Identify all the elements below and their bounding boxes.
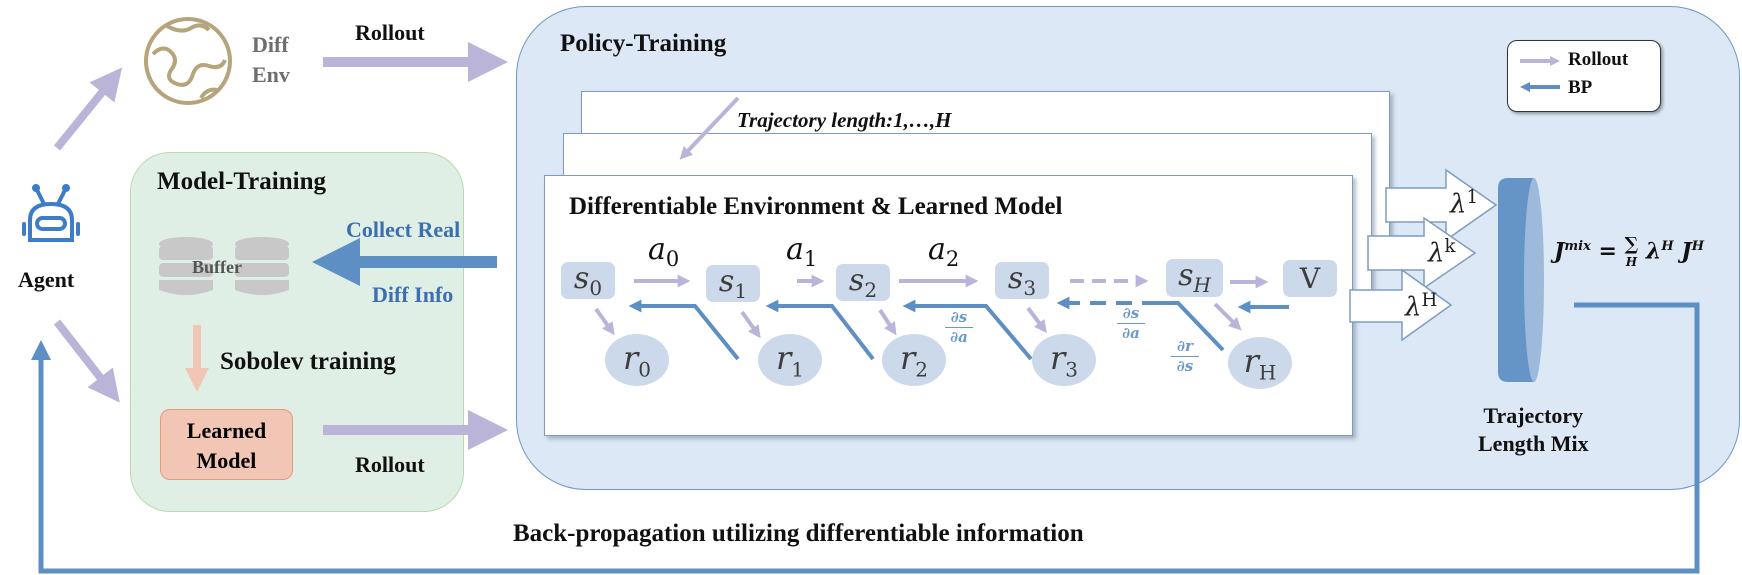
legend-arrows-icon [1520,56,1560,92]
lambda-H: λH [1405,290,1438,323]
bottom-backprop-label: Back-propagation utilizing differentiabl… [513,520,1084,547]
reward-node-rH: rH [1228,337,1292,389]
legend-bp-label: BP [1568,77,1593,98]
mix-formula: Jmix = ∑ H λH JH [1554,234,1705,270]
collect-real-label: Collect Real [346,217,461,242]
action-a2: a2 [928,232,960,271]
action-a1: a1 [786,232,818,271]
reward-node-r1: r1 [758,334,822,386]
sobolev-label: Sobolev training [220,348,396,375]
value-node: V [1283,260,1337,297]
model-rollout-label: Rollout [355,452,425,477]
state-node-s2: s2 [836,264,890,302]
robot-icon [22,184,80,242]
reward-node-r3: r3 [1032,334,1096,386]
gradient-ds-da-1: ∂s ∂a [945,309,973,346]
mix-label: Trajectory Length Mix [1478,403,1589,456]
action-a0: a0 [648,232,680,271]
database-icon [159,237,289,295]
state-node-s3: s3 [995,262,1049,300]
global-backprop-loop [31,302,1700,574]
lambda-arrows [1349,168,1498,342]
lambda-1: λ1 [1450,187,1479,220]
state-node-sH: sH [1166,259,1223,297]
env-rollout-label: Rollout [355,20,425,45]
trajectory-length-label: Trajectory length:1,…,H [737,108,952,132]
buffer-label: Buffer [192,257,242,277]
state-node-s0: s0 [561,262,615,300]
policy-training-title: Policy-Training [560,30,727,57]
state-node-s1: s1 [706,265,760,303]
agent-to-env-arrow [53,67,123,151]
reward-node-r0: r0 [605,334,669,386]
gradient-dr-ds: ∂r ∂s [1171,338,1199,375]
mix-cylinder [1498,178,1544,382]
lambda-k: λk [1428,236,1456,269]
agent-to-model-arrow [53,319,120,403]
gradient-ds-da-2: ∂s ∂a [1117,305,1145,342]
diff-info-label: Diff Info [372,282,454,307]
card-title: Differentiable Environment & Learned Mod… [569,193,1063,220]
agent-label: Agent [18,267,75,292]
legend-rollout-label: Rollout [1568,49,1629,70]
model-training-title: Model-Training [157,168,326,195]
reward-node-r2: r2 [882,334,946,386]
trajectory-length-arrow [679,96,740,160]
legend: Rollout BP [1507,40,1661,112]
diff-env-label: Diff Env [252,32,290,87]
learned-model-box: Learned Model [160,409,293,480]
globe-icon [144,17,232,105]
